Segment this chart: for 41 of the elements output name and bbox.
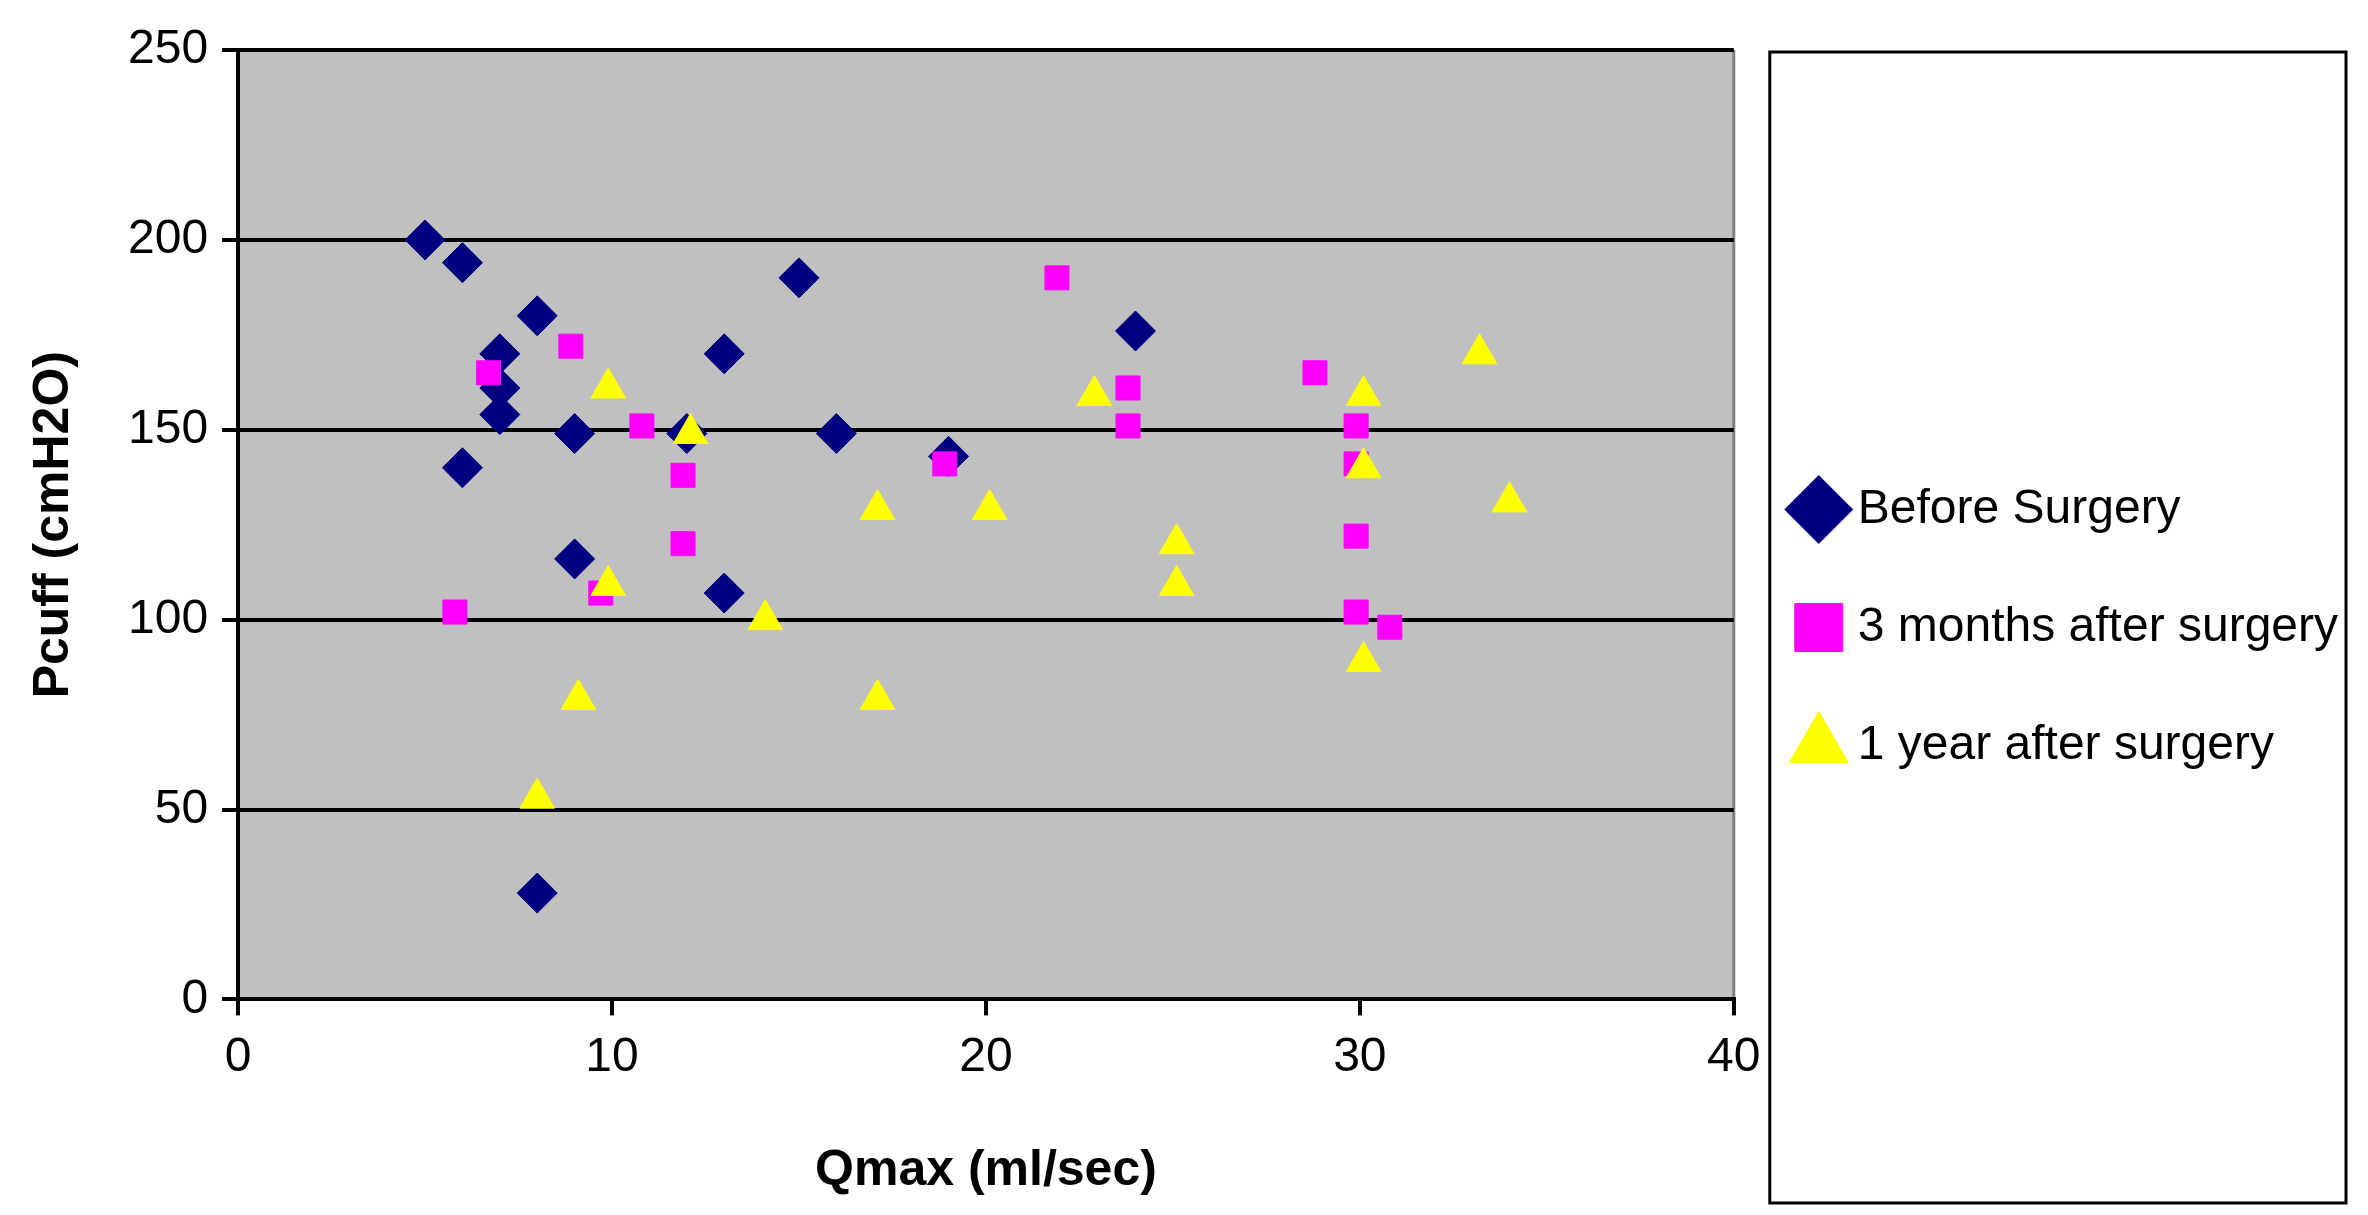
y-tick-label: 0	[181, 969, 209, 1023]
legend-label: 1 year after surgery	[1857, 715, 2274, 769]
x-tick-label: 0	[224, 1028, 252, 1082]
point	[1044, 265, 1070, 291]
point	[670, 531, 696, 557]
point	[554, 538, 596, 580]
y-axis-title: Pcuff (cmH2O)	[22, 351, 79, 699]
point	[670, 462, 696, 488]
x-tick-label: 40	[1707, 1028, 1761, 1082]
point	[441, 447, 483, 489]
legend-label: 3 months after surgery	[1857, 597, 2339, 651]
y-tick-label: 100	[127, 589, 209, 643]
x-tick-label: 20	[959, 1028, 1013, 1082]
x-tick-label: 10	[585, 1028, 639, 1082]
point	[1343, 413, 1369, 439]
point	[703, 572, 745, 614]
point	[1115, 375, 1141, 401]
point	[442, 599, 468, 625]
legend-label: Before Surgery	[1857, 479, 2181, 533]
point	[703, 333, 745, 375]
point	[516, 872, 558, 914]
point	[629, 413, 655, 439]
point	[404, 219, 446, 261]
point	[1343, 599, 1369, 625]
y-tick-label: 150	[127, 399, 209, 453]
point	[441, 242, 483, 284]
point	[558, 333, 584, 359]
point	[516, 295, 558, 337]
point	[1115, 310, 1157, 352]
point	[1343, 523, 1369, 549]
x-tick-label: 30	[1333, 1028, 1387, 1082]
point	[1115, 413, 1141, 439]
point	[778, 257, 820, 299]
point	[554, 413, 596, 455]
y-tick-label: 200	[127, 210, 209, 264]
point	[1377, 614, 1403, 640]
point	[1302, 360, 1328, 386]
x-axis-title: Qmax (ml/sec)	[815, 1139, 1157, 1196]
y-tick-label: 50	[154, 779, 209, 833]
point	[815, 413, 857, 455]
y-tick-label: 250	[127, 20, 209, 74]
